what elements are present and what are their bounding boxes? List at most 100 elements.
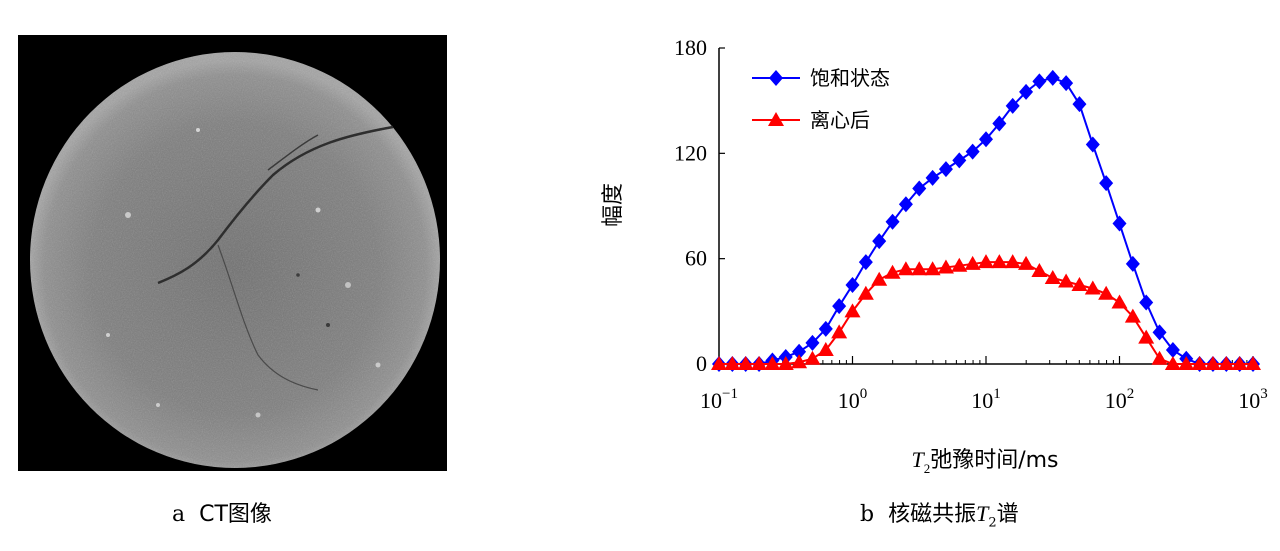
diamond-marker	[1072, 96, 1087, 113]
triangle-marker	[924, 261, 941, 276]
triangle-marker	[911, 261, 928, 276]
triangle-marker	[978, 254, 994, 269]
triangle-marker	[857, 285, 874, 300]
chart-series-layer	[711, 69, 1261, 372]
triangle-marker	[737, 356, 754, 370]
x-tick-label: 10−1	[700, 386, 738, 413]
triangle-marker	[991, 254, 1008, 269]
caption-b-sub: 2	[988, 515, 997, 531]
y-axis-label: 幅度	[601, 183, 626, 227]
y-tick-label: 120	[674, 140, 707, 165]
diamond-marker	[925, 169, 940, 186]
diamond-marker	[872, 233, 887, 250]
triangle-marker	[964, 255, 981, 270]
diamond-marker	[832, 298, 847, 315]
triangle-marker	[937, 259, 954, 274]
triangle-marker	[768, 112, 784, 126]
triangle-marker	[1111, 294, 1128, 309]
caption-panel-a: a CT图像	[172, 496, 272, 528]
ct-fracture-line	[157, 125, 394, 285]
y-tick-label: 0	[696, 351, 707, 376]
caption-a-letter: a	[172, 502, 186, 527]
x-tick-label: 100	[838, 386, 868, 413]
caption-panel-b: b 核磁共振T2谱	[860, 496, 1019, 530]
triangle-marker	[831, 324, 848, 339]
x-axis-label: T2弛豫时间/ms	[911, 447, 1058, 476]
series-centrifuged	[711, 254, 1261, 370]
triangle-marker	[897, 261, 914, 276]
diamond-marker	[992, 115, 1007, 132]
triangle-marker	[764, 356, 781, 370]
x-axis-label-T: T	[911, 447, 925, 472]
x-axis-label-rest: 弛豫时间/ms	[930, 448, 1058, 473]
diamond-marker	[769, 70, 783, 86]
triangle-marker	[791, 354, 808, 369]
series-saturated	[712, 69, 1260, 372]
diamond-marker	[818, 320, 833, 337]
triangle-marker	[777, 356, 794, 370]
diamond-marker	[1032, 73, 1047, 90]
diamond-marker	[1152, 324, 1167, 341]
diamond-marker	[938, 161, 953, 178]
diamond-marker	[1059, 75, 1074, 92]
y-tick-label: 180	[674, 35, 707, 60]
diamond-marker	[1019, 83, 1034, 100]
chart-labels: 幅度 T2弛豫时间/ms	[601, 183, 1059, 476]
triangle-marker	[1018, 255, 1035, 270]
caption-b-suffix: 谱	[996, 502, 1019, 527]
triangle-marker	[1191, 356, 1208, 370]
diamond-marker	[898, 196, 913, 213]
triangle-marker	[951, 257, 968, 272]
triangle-marker	[1098, 285, 1115, 300]
y-tick-label: 60	[685, 246, 707, 271]
diamond-marker	[1165, 341, 1180, 358]
triangle-marker	[1231, 356, 1248, 370]
diamond-marker	[845, 277, 860, 293]
diamond-marker	[1125, 255, 1140, 272]
chart-axes: 0 60 120 180 10−1 100 101 102 103	[674, 35, 1268, 413]
triangle-marker	[1084, 280, 1101, 295]
x-axis-label-sub: 2	[924, 461, 931, 476]
triangle-marker	[1151, 350, 1168, 365]
caption-b-letter: b	[860, 502, 875, 527]
caption-b-T: T	[976, 501, 989, 526]
diamond-marker	[979, 131, 993, 148]
triangle-marker	[871, 271, 888, 286]
triangle-marker	[817, 341, 834, 356]
triangle-marker	[1218, 356, 1235, 370]
triangle-marker	[1138, 329, 1155, 344]
ct-scan-disc	[30, 52, 440, 468]
diamond-marker	[885, 213, 900, 230]
diamond-marker	[912, 180, 927, 197]
diamond-marker	[805, 334, 820, 351]
diamond-marker	[1045, 69, 1060, 86]
ct-image	[18, 35, 447, 471]
triangle-marker	[1124, 308, 1141, 323]
diamond-marker	[858, 254, 873, 271]
diamond-marker	[965, 143, 980, 160]
triangle-marker	[1031, 262, 1048, 277]
diamond-marker	[792, 343, 807, 360]
legend-label: 饱和状态	[810, 66, 890, 90]
triangle-marker	[711, 356, 727, 370]
triangle-marker	[844, 303, 861, 318]
triangle-marker	[1044, 269, 1061, 284]
diamond-marker	[1139, 294, 1154, 311]
triangle-marker	[724, 356, 741, 370]
caption-a-text: CT图像	[199, 502, 272, 527]
triangle-marker	[804, 350, 821, 365]
x-tick-label: 101	[971, 386, 1001, 413]
diamond-marker	[1112, 215, 1127, 232]
triangle-marker	[1178, 356, 1195, 370]
triangle-marker	[1071, 277, 1088, 291]
triangle-marker	[884, 264, 901, 279]
diamond-marker	[952, 152, 967, 169]
x-tick-label: 102	[1105, 386, 1135, 413]
x-tick-label: 103	[1238, 386, 1268, 413]
diamond-marker	[1099, 175, 1114, 192]
triangle-marker	[751, 356, 768, 370]
diamond-marker	[1085, 136, 1100, 153]
triangle-marker	[1004, 254, 1021, 269]
